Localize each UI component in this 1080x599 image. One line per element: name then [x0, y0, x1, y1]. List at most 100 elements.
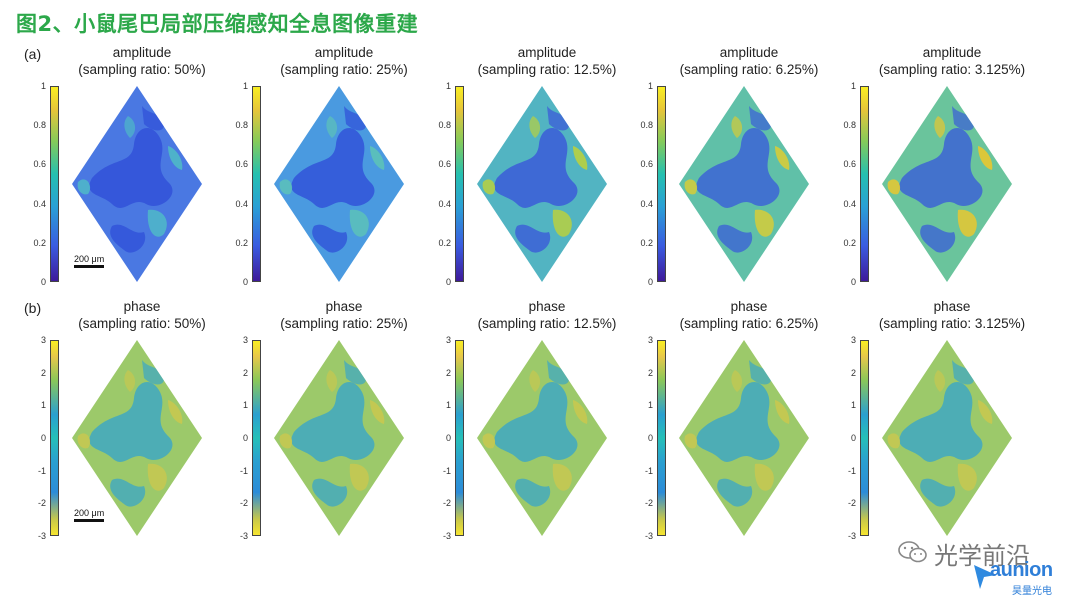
colorbar-tick-label: -2 [239, 498, 248, 509]
colorbar-tick-label: -2 [37, 498, 46, 509]
colorbar-tick-label: 1 [850, 400, 856, 411]
panel-title-line2: (sampling ratio: 50%) [78, 62, 206, 77]
colorbar-tick-label: 0.6 [33, 159, 46, 170]
tissue-pattern [77, 360, 183, 507]
panel-title-line2: (sampling ratio: 25%) [280, 316, 408, 331]
colorbar-tick-label: -1 [644, 465, 653, 476]
colorbar-tick-label: 0.8 [235, 120, 248, 131]
tissue-pattern [684, 106, 790, 253]
phase-panel-title: phase (sampling ratio: 6.25%) [659, 298, 839, 332]
tissue-pattern [482, 360, 588, 507]
amplitude-reconstruction-image [882, 86, 1012, 282]
amplitude-colorbar [657, 86, 666, 282]
colorbar-tick-label: 0.6 [843, 159, 856, 170]
panel-title-line1: amplitude [719, 45, 779, 60]
logo-text: aunion [990, 559, 1053, 581]
amplitude-panel-title: amplitude (sampling ratio: 12.5%) [457, 44, 637, 78]
phase-colorbar [860, 340, 869, 536]
colorbar-tick-label: 0.4 [235, 198, 248, 209]
phase-colorbar-ticks: 3 2 1 0 -1 -2 -3 [224, 335, 248, 541]
colorbar-tick-label: 0 [445, 277, 451, 287]
colorbar-tick-label: 1 [40, 400, 46, 411]
colorbar-tick-label: 0.4 [640, 198, 653, 209]
colorbar-tick-label: 0 [242, 277, 248, 287]
colorbar-tick-label: 2 [647, 367, 653, 378]
colorbar-tick-label: 1 [242, 400, 248, 411]
panel-title-line2: (sampling ratio: 50%) [78, 316, 206, 331]
tissue-pattern [684, 360, 790, 507]
phase-reconstruction-image [72, 340, 202, 536]
panel-title-line1: amplitude [517, 45, 577, 60]
colorbar-tick-label: -3 [644, 531, 653, 541]
scale-bar-line [74, 519, 104, 522]
amplitude-reconstruction-image [477, 86, 607, 282]
colorbar-tick-label: 0.6 [235, 159, 248, 170]
colorbar-tick-label: 3 [850, 335, 856, 345]
scale-bar: 200 μm [74, 508, 104, 522]
panel-title-line1: amplitude [922, 45, 982, 60]
colorbar-tick-label: -1 [847, 465, 856, 476]
colorbar-tick-label: 0 [445, 433, 451, 443]
logo-arrow-icon [974, 565, 996, 589]
figure-title: 图2、小鼠尾巴局部压缩感知全息图像重建 [16, 12, 419, 36]
phase-colorbar-ticks: 3 2 1 0 -1 -2 -3 [22, 335, 46, 541]
panel-title-line2: (sampling ratio: 6.25%) [679, 62, 819, 77]
tissue-pattern [482, 106, 588, 253]
colorbar-tick-label: 0.8 [640, 120, 653, 131]
scale-bar-label: 200 μm [74, 254, 105, 264]
tissue-pattern [279, 106, 385, 253]
phase-colorbar [252, 340, 261, 536]
colorbar-tick-label: 1 [850, 81, 856, 91]
scale-bar-line [74, 265, 104, 268]
amplitude-colorbar-ticks: 1 0.8 0.6 0.4 0.2 0 [224, 81, 248, 287]
scale-bar-label: 200 μm [74, 508, 105, 518]
amplitude-colorbar [50, 86, 59, 282]
amplitude-panel-title: amplitude (sampling ratio: 50%) [52, 44, 232, 78]
colorbar-tick-label: 3 [242, 335, 248, 345]
amplitude-panel-title: amplitude (sampling ratio: 6.25%) [659, 44, 839, 78]
amplitude-colorbar-ticks: 1 0.8 0.6 0.4 0.2 0 [427, 81, 451, 287]
colorbar-tick-label: -3 [239, 531, 248, 541]
amplitude-colorbar-ticks: 1 0.8 0.6 0.4 0.2 0 [22, 81, 46, 287]
wechat-icon [898, 540, 928, 569]
colorbar-tick-label: 0 [850, 277, 856, 287]
colorbar-tick-label: -3 [442, 531, 451, 541]
amplitude-panel-title: amplitude (sampling ratio: 3.125%) [862, 44, 1042, 78]
colorbar-tick-label: -2 [644, 498, 653, 509]
colorbar-tick-label: 0.2 [235, 237, 248, 248]
colorbar-tick-label: 2 [445, 367, 451, 378]
colorbar-tick-label: 0.4 [843, 198, 856, 209]
amplitude-colorbar-ticks: 1 0.8 0.6 0.4 0.2 0 [629, 81, 653, 287]
panel-title-line1: phase [528, 299, 566, 314]
colorbar-tick-label: -1 [442, 465, 451, 476]
colorbar-tick-label: 1 [242, 81, 248, 91]
colorbar-tick-label: 0.2 [33, 237, 46, 248]
phase-panel-title: phase (sampling ratio: 25%) [254, 298, 434, 332]
colorbar-tick-label: 1 [40, 81, 46, 91]
amplitude-colorbar [252, 86, 261, 282]
phase-reconstruction-image [477, 340, 607, 536]
row-label-a: (a) [24, 46, 42, 62]
panel-title-line2: (sampling ratio: 6.25%) [679, 316, 819, 331]
panel-title-line2: (sampling ratio: 25%) [280, 62, 408, 77]
tissue-pattern [887, 106, 993, 253]
colorbar-tick-label: 0.4 [438, 198, 451, 209]
panel-title-line1: phase [325, 299, 363, 314]
amplitude-colorbar-ticks: 1 0.8 0.6 0.4 0.2 0 [832, 81, 856, 287]
aunion-logo: aunion 昊量光电 [972, 559, 1072, 597]
colorbar-tick-label: 0.8 [33, 120, 46, 131]
colorbar-tick-label: 0.6 [438, 159, 451, 170]
phase-colorbar-ticks: 3 2 1 0 -1 -2 -3 [832, 335, 856, 541]
amplitude-reconstruction-image [72, 86, 202, 282]
colorbar-tick-label: 0 [647, 433, 653, 443]
amplitude-colorbar [860, 86, 869, 282]
colorbar-tick-label: 3 [647, 335, 653, 345]
colorbar-tick-label: 0.8 [843, 120, 856, 131]
colorbar-tick-label: 1 [445, 81, 451, 91]
amplitude-reconstruction-image [274, 86, 404, 282]
panel-title-line2: (sampling ratio: 3.125%) [878, 62, 1026, 77]
colorbar-tick-label: 2 [242, 367, 248, 378]
phase-reconstruction-image [679, 340, 809, 536]
tissue-pattern [887, 360, 993, 507]
colorbar-tick-label: -3 [37, 531, 46, 541]
